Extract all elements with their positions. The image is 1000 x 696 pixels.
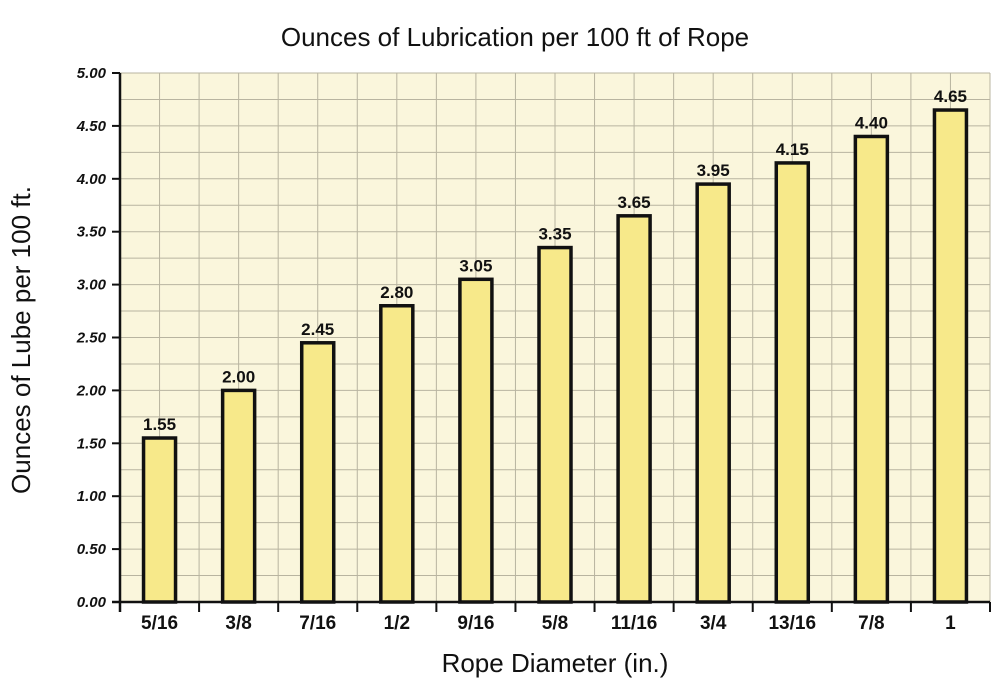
bar [695, 182, 731, 604]
y-tick-label: 1.50 [77, 435, 107, 452]
y-tick-label: 3.50 [77, 224, 107, 241]
x-tick-label: 5/16 [141, 613, 178, 634]
x-tick-label: 3/8 [225, 613, 251, 634]
y-tick-label: 2.50 [76, 330, 107, 347]
bar [379, 304, 415, 604]
bar [299, 341, 336, 604]
x-tick-label: 1 [945, 613, 956, 634]
y-tick-label: 3.00 [77, 277, 107, 294]
data-label: 2.80 [380, 283, 413, 302]
data-label: 2.00 [222, 367, 255, 386]
x-tick-label: 9/16 [457, 613, 494, 634]
x-axis-label: Rope Diameter (in.) [442, 648, 669, 678]
x-tick-label: 3/4 [700, 613, 727, 634]
data-label: 3.35 [538, 225, 571, 244]
data-label: 4.40 [855, 113, 888, 132]
data-labels: 1.55 2.00 2.45 2.80 3.05 3.35 3.65 3.95 4.15 4.40… [143, 87, 967, 434]
data-label: 3.65 [618, 193, 651, 212]
data-label: 2.45 [301, 320, 334, 339]
y-tick-label: 0.50 [77, 541, 107, 558]
bar [774, 161, 811, 604]
x-tick-labels: 5/16 3/8 7/16 1/2 9/16 5/8 11/16 3/4 13/16 7/8 1 [141, 613, 956, 634]
y-axis-label: Ounces of Lube per 100 ft. [6, 186, 36, 494]
y-tick-label: 0.00 [77, 594, 107, 611]
chart-title: Ounces of Lubrication per 100 ft of Rope [281, 22, 749, 52]
x-tick-label: 11/16 [611, 613, 658, 634]
y-tick-label: 5.00 [77, 65, 107, 82]
x-tick-label: 1/2 [384, 613, 410, 634]
axes [112, 72, 991, 612]
bar [616, 214, 652, 604]
y-tick-label: 1.00 [77, 488, 107, 505]
bar [220, 388, 257, 604]
data-label: 4.65 [934, 87, 967, 106]
bar [458, 277, 494, 604]
x-tick-label: 7/16 [299, 613, 336, 634]
y-tick-labels: 0.00 0.50 1.00 1.50 2.00 2.50 3.00 3.50 4.00 4.50… [76, 65, 107, 611]
y-tick-label: 4.50 [76, 118, 107, 135]
data-label: 3.05 [459, 256, 492, 275]
y-tick-label: 4.00 [76, 171, 107, 188]
bar [537, 245, 573, 604]
x-tick-label: 5/8 [542, 613, 568, 634]
bar [853, 134, 890, 604]
data-label: 1.55 [143, 415, 176, 434]
data-label: 3.95 [697, 161, 730, 180]
x-tick-label: 7/8 [858, 613, 884, 634]
bar [932, 108, 969, 604]
data-label: 4.15 [776, 140, 809, 159]
x-tick-label: 13/16 [768, 613, 816, 634]
bar [141, 436, 178, 604]
y-tick-label: 2.00 [76, 382, 107, 399]
bars [141, 108, 969, 604]
